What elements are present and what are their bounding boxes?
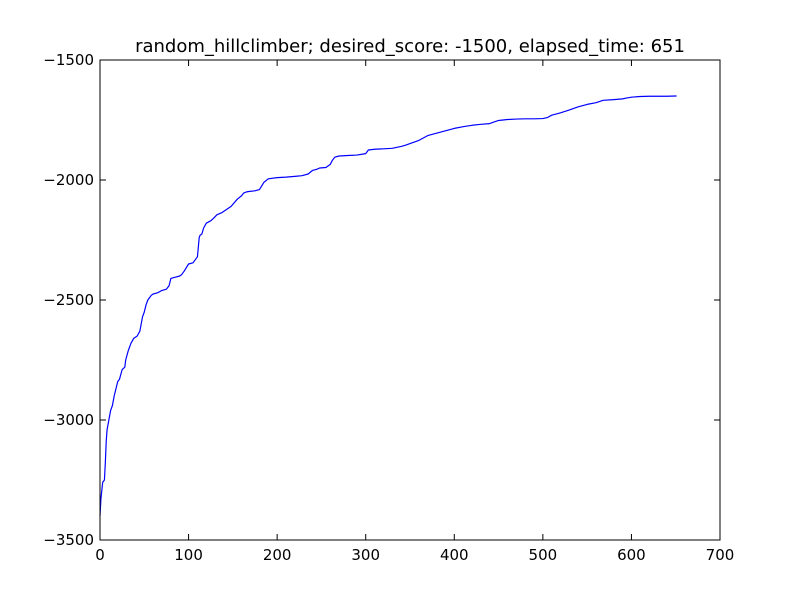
y-tick-label: −2000 <box>43 171 94 189</box>
x-tick-label: 200 <box>263 546 292 564</box>
chart-title: random_hillclimber; desired_score: -1500… <box>135 36 685 57</box>
y-tick-label: −2500 <box>43 291 94 309</box>
x-tick-label: 400 <box>440 546 469 564</box>
series-layer <box>99 95 677 517</box>
series-line-0 <box>99 95 677 517</box>
x-tick-label: 300 <box>351 546 380 564</box>
x-axis-ticks: 0 100 200 300 400 500 600 700 <box>95 60 734 564</box>
x-tick-label: 0 <box>95 546 105 564</box>
y-tick-label: −3500 <box>43 531 94 549</box>
x-tick-label: 500 <box>529 546 558 564</box>
x-tick-label: 600 <box>617 546 646 564</box>
y-axis-ticks: −3500 −3000 −2500 −2000 −1500 <box>43 51 720 549</box>
y-tick-label: −3000 <box>43 411 94 429</box>
x-tick-label: 100 <box>174 546 203 564</box>
x-tick-label: 700 <box>706 546 735 564</box>
y-tick-label: −1500 <box>43 51 94 69</box>
